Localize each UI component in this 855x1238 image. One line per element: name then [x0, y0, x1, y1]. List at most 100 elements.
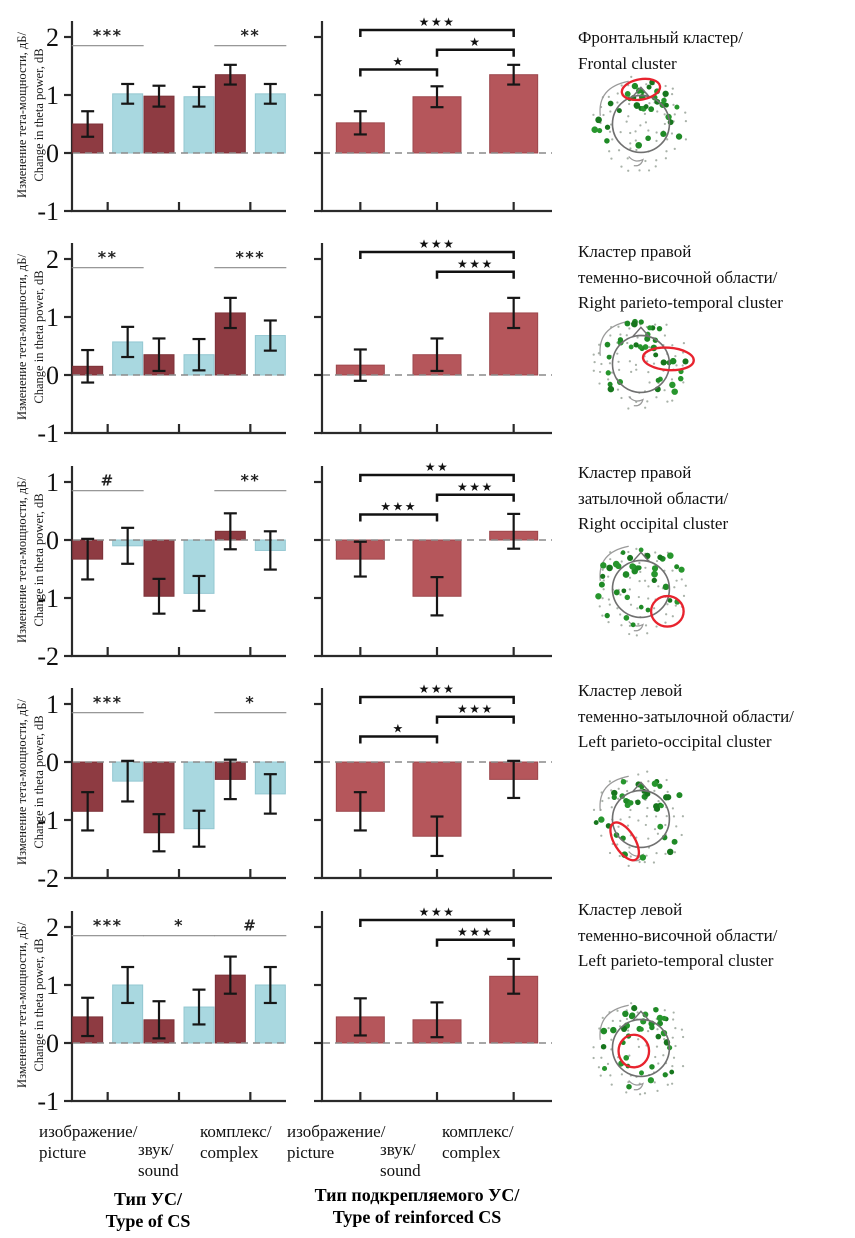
chart-text: # [243, 917, 257, 935]
head-outline [611, 1018, 671, 1078]
y-axis-label-ru: Изменение тета-мощности, дБ/ [15, 477, 29, 643]
cluster-title-line: теменно-височной области/ [578, 925, 778, 945]
y-axis-label-ru: Изменение тета-мощности, дБ/ [15, 699, 29, 865]
head-map-frontal [591, 75, 688, 172]
chart-text: ★★★ [380, 499, 417, 513]
chart-text: ★ [393, 54, 405, 68]
nose-icon [632, 86, 650, 97]
cluster-title-row-1: Фронтальный кластер/Frontal cluster [578, 25, 854, 76]
category-label-left-chart-complex: комплекс/complex [200, 1121, 272, 1163]
category-label-ru: комплекс/ [442, 1122, 514, 1141]
left-x-axis-title-en: Type of CS [105, 1211, 191, 1231]
cluster-highlight-ellipse [641, 346, 695, 372]
cluster-title-line: Фронтальный кластер/ [578, 28, 743, 47]
chart-text: ★★★ [419, 905, 456, 919]
cluster-highlight-ellipse [649, 594, 685, 628]
y-axis-label-ru: Изменение тета-мощности, дБ/ [15, 254, 29, 420]
chart-text: 1 [46, 971, 59, 1000]
head-outline [611, 789, 671, 849]
cluster-title-line: Left parieto-occipital cluster [578, 732, 772, 751]
left-x-axis-title: Тип УС/ Type of CS [48, 1188, 248, 1232]
chart-text: -1 [37, 1087, 59, 1115]
head-outline [611, 94, 671, 154]
chart-text: ★★★ [457, 257, 494, 271]
category-label-ru: изображение/ [39, 1122, 138, 1141]
chart-text: ★★★ [457, 925, 494, 939]
cluster-title-row-5: Кластер левой теменно-височной области/Le… [578, 897, 854, 974]
nose-icon [632, 326, 650, 337]
chart-text: ★ [469, 35, 481, 49]
chart-text: ★★ [425, 460, 450, 474]
cs-type-chart-row-5: 210-1*** * # [37, 911, 287, 1115]
right-x-axis-title-ru: Тип подкрепляемого УС/ [314, 1185, 520, 1205]
category-label-left-chart-picture: изображение/picture [39, 1121, 137, 1163]
cs-type-chart-row-2: 210-1** *** [37, 243, 287, 447]
chart-text: ★★★ [419, 682, 456, 696]
chart-text: -1 [37, 806, 59, 835]
cluster-title-line: Right parieto-temporal cluster [578, 293, 783, 312]
head-outline [611, 334, 671, 394]
cluster-title-line: Frontal cluster [578, 53, 677, 73]
chart-text: ★★★ [457, 480, 494, 494]
chart-text: -1 [37, 197, 59, 225]
cluster-title-line: Кластер левой [578, 681, 683, 700]
chart-text: -2 [37, 864, 59, 892]
reinforced-cs-chart-row-4: ★★★★★★★ [314, 682, 552, 880]
category-label-ru: звук/ [380, 1140, 416, 1159]
reinforced-cs-chart-row-3: ★★★★★★★★ [314, 460, 552, 658]
head-outline [611, 559, 671, 619]
chart-text: * [245, 693, 255, 712]
chart-text: *** [93, 693, 123, 712]
chart-text: 2 [46, 245, 59, 274]
cluster-title-row-3: Кластер правой затылочной области/Right o… [578, 460, 854, 537]
head-map-right-parieto-temporal [592, 318, 695, 410]
chart-text: 1 [46, 690, 59, 719]
chart-text: -1 [37, 419, 59, 447]
category-label-en: sound [380, 1161, 421, 1180]
left-x-axis-title-ru: Тип УС/ [113, 1189, 182, 1209]
head-map-right-occipital [595, 545, 687, 637]
chart-text: * [174, 916, 184, 935]
chart-text: 0 [46, 748, 59, 777]
chart-text: *** [93, 26, 123, 45]
cs-type-chart-row-3: 1 0 -1 -2 # ** [37, 466, 287, 670]
chart-text: 0 [46, 1029, 59, 1058]
chart-text: 0 [46, 526, 59, 555]
cluster-title-line: Left parieto-temporal cluster [578, 951, 774, 970]
nose-icon [632, 1010, 650, 1021]
reinforced-cs-chart-row-5: ★★★★★★ [314, 905, 552, 1103]
y-axis-label-ru: Изменение тета-мощности, дБ/ [15, 922, 29, 1088]
chart-text: 0 [46, 361, 59, 390]
chart-text: *** [236, 248, 266, 267]
chart-text: ★★★ [419, 237, 456, 251]
chart-text: 1 [46, 81, 59, 110]
nose-icon [632, 551, 650, 562]
cluster-title-line: Кластер правой [578, 463, 692, 482]
chart-text: 1 [46, 468, 59, 497]
chart-text: -1 [37, 584, 59, 613]
right-x-axis-title-en: Type of reinforced CS [332, 1207, 502, 1227]
chart-text: *** [93, 916, 123, 935]
chart-text: ** [98, 248, 118, 267]
category-label-en: sound [138, 1161, 179, 1180]
cluster-title-line: Кластер правой [578, 242, 692, 261]
cs-type-chart-row-1: 210-1*** ** [37, 21, 287, 225]
nose-icon [632, 781, 650, 792]
category-label-left-chart-sound: звук/sound [138, 1139, 179, 1181]
cs-type-chart-row-4: 10-1-2*** * [37, 688, 287, 892]
category-label-ru: звук/ [138, 1140, 174, 1159]
chart-text: ** [240, 26, 260, 45]
category-label-en: complex [442, 1143, 501, 1162]
chart-text: 2 [46, 913, 59, 942]
cluster-title-row-4: Кластер левой теменно-затылочной области/… [578, 678, 854, 755]
chart-text: -2 [37, 642, 59, 670]
category-label-en: picture [287, 1143, 335, 1162]
chart-text: ★★★ [457, 702, 494, 716]
chart-text: ★ [393, 721, 405, 735]
cluster-title-line: затылочной области/ [578, 488, 729, 508]
bar [214, 74, 246, 154]
category-label-right-chart-complex: комплекс/complex [442, 1121, 514, 1163]
y-axis-label-ru: Изменение тета-мощности, дБ/ [15, 32, 29, 198]
cluster-title-line: Right occipital cluster [578, 514, 729, 533]
category-label-ru: комплекс/ [200, 1122, 272, 1141]
